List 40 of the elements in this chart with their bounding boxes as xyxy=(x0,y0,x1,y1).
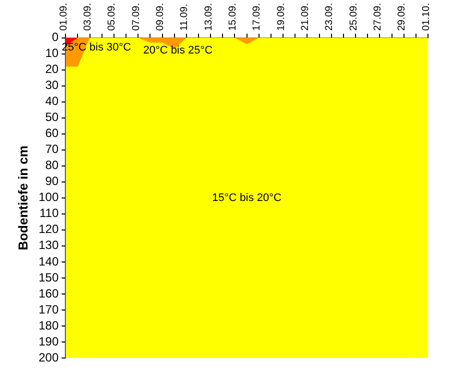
y-tick-label: 120 xyxy=(38,222,59,236)
y-tick-label: 100 xyxy=(38,190,59,204)
y-tick-label: 80 xyxy=(45,158,59,172)
band-label: 15°C bis 20°C xyxy=(212,192,282,204)
y-tick-label: 10 xyxy=(45,46,59,60)
x-tick-label: 25.09. xyxy=(348,2,360,31)
x-tick-label: 05.09. xyxy=(106,2,118,31)
x-tick-label: 19.09. xyxy=(276,2,287,31)
y-tick-label: 170 xyxy=(38,302,59,316)
y-tick-label: 90 xyxy=(45,174,59,188)
y-tick-label: 30 xyxy=(45,78,59,92)
x-tick-label: 09.09. xyxy=(155,2,166,31)
x-tick-label: 03.09. xyxy=(82,2,94,31)
x-tick-label: 07.09. xyxy=(130,2,142,31)
y-tick-label: 60 xyxy=(45,126,59,140)
x-tick-label: 15.09. xyxy=(227,2,238,31)
x-tick-label: 01.10. xyxy=(420,2,432,31)
y-tick-label: 180 xyxy=(38,318,59,332)
y-tick-label: 160 xyxy=(38,286,59,300)
x-tick-label: 11.09. xyxy=(179,4,190,31)
x-tick-label: 01.09. xyxy=(58,2,70,31)
y-tick-label: 70 xyxy=(45,142,59,156)
x-tick-label: 27.09. xyxy=(372,2,384,31)
y-tick-label: 20 xyxy=(45,62,59,76)
x-tick-label: 29.09. xyxy=(396,2,408,31)
y-tick-label: 110 xyxy=(39,206,59,220)
annotation: 20°C bis 25°C xyxy=(143,44,213,57)
y-tick-label: 50 xyxy=(45,110,59,124)
x-tick-label: 13.09. xyxy=(203,2,214,31)
y-tick-label: 0 xyxy=(52,30,59,44)
y-axis-title: Bodentiefe in cm xyxy=(15,146,30,250)
x-tick-label: 17.09. xyxy=(252,2,263,31)
y-tick-label: 200 xyxy=(38,350,59,364)
y-tick-label: 140 xyxy=(38,254,59,268)
y-tick-label: 150 xyxy=(38,270,59,284)
y-tick-label: 130 xyxy=(38,238,59,252)
y-tick-label: 190 xyxy=(38,334,59,348)
x-tick-label: 21.09. xyxy=(300,2,311,31)
x-tick-label: 23.09. xyxy=(324,2,336,31)
y-tick-label: 40 xyxy=(45,94,59,108)
